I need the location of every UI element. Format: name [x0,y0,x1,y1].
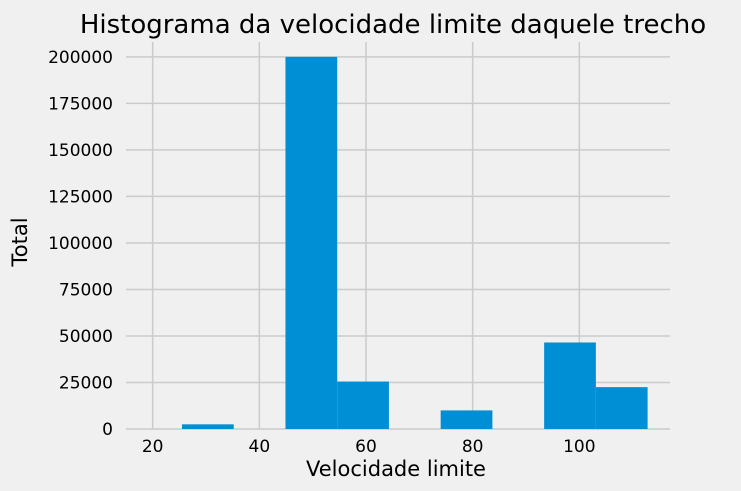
x-tick-label: 20 [142,437,164,457]
y-axis-label: Total [8,217,32,267]
x-axis-label: Velocidade limite [306,457,486,481]
y-tick-label: 125000 [48,187,113,207]
bars-layer [182,56,648,430]
y-tick-label: 175000 [48,94,113,114]
histogram-bar [285,56,338,430]
x-tick-label: 60 [355,437,377,457]
y-tick-label: 0 [102,420,113,440]
histogram-bar [544,342,596,429]
histogram-bar [440,410,493,429]
y-tick-label: 75000 [59,280,113,300]
x-tick-label: 80 [462,437,484,457]
histogram-bar [182,424,234,429]
histogram-bar [595,387,648,429]
y-tick-labels: 0 25000 50000 75000 100000 125000 150000 175000… [48,48,113,440]
y-tick-label: 100000 [48,234,113,254]
y-tick-label: 50000 [59,327,113,347]
x-tick-label: 100 [563,437,595,457]
y-tick-label: 200000 [48,48,113,68]
y-tick-label: 150000 [48,141,113,161]
y-tick-label: 25000 [59,373,113,393]
x-tick-label: 40 [249,437,271,457]
x-tick-labels: 20 40 60 80 100 [142,437,596,457]
chart-title: Histograma da velocidade limite daquele … [80,10,706,40]
histogram-bar [337,381,389,429]
